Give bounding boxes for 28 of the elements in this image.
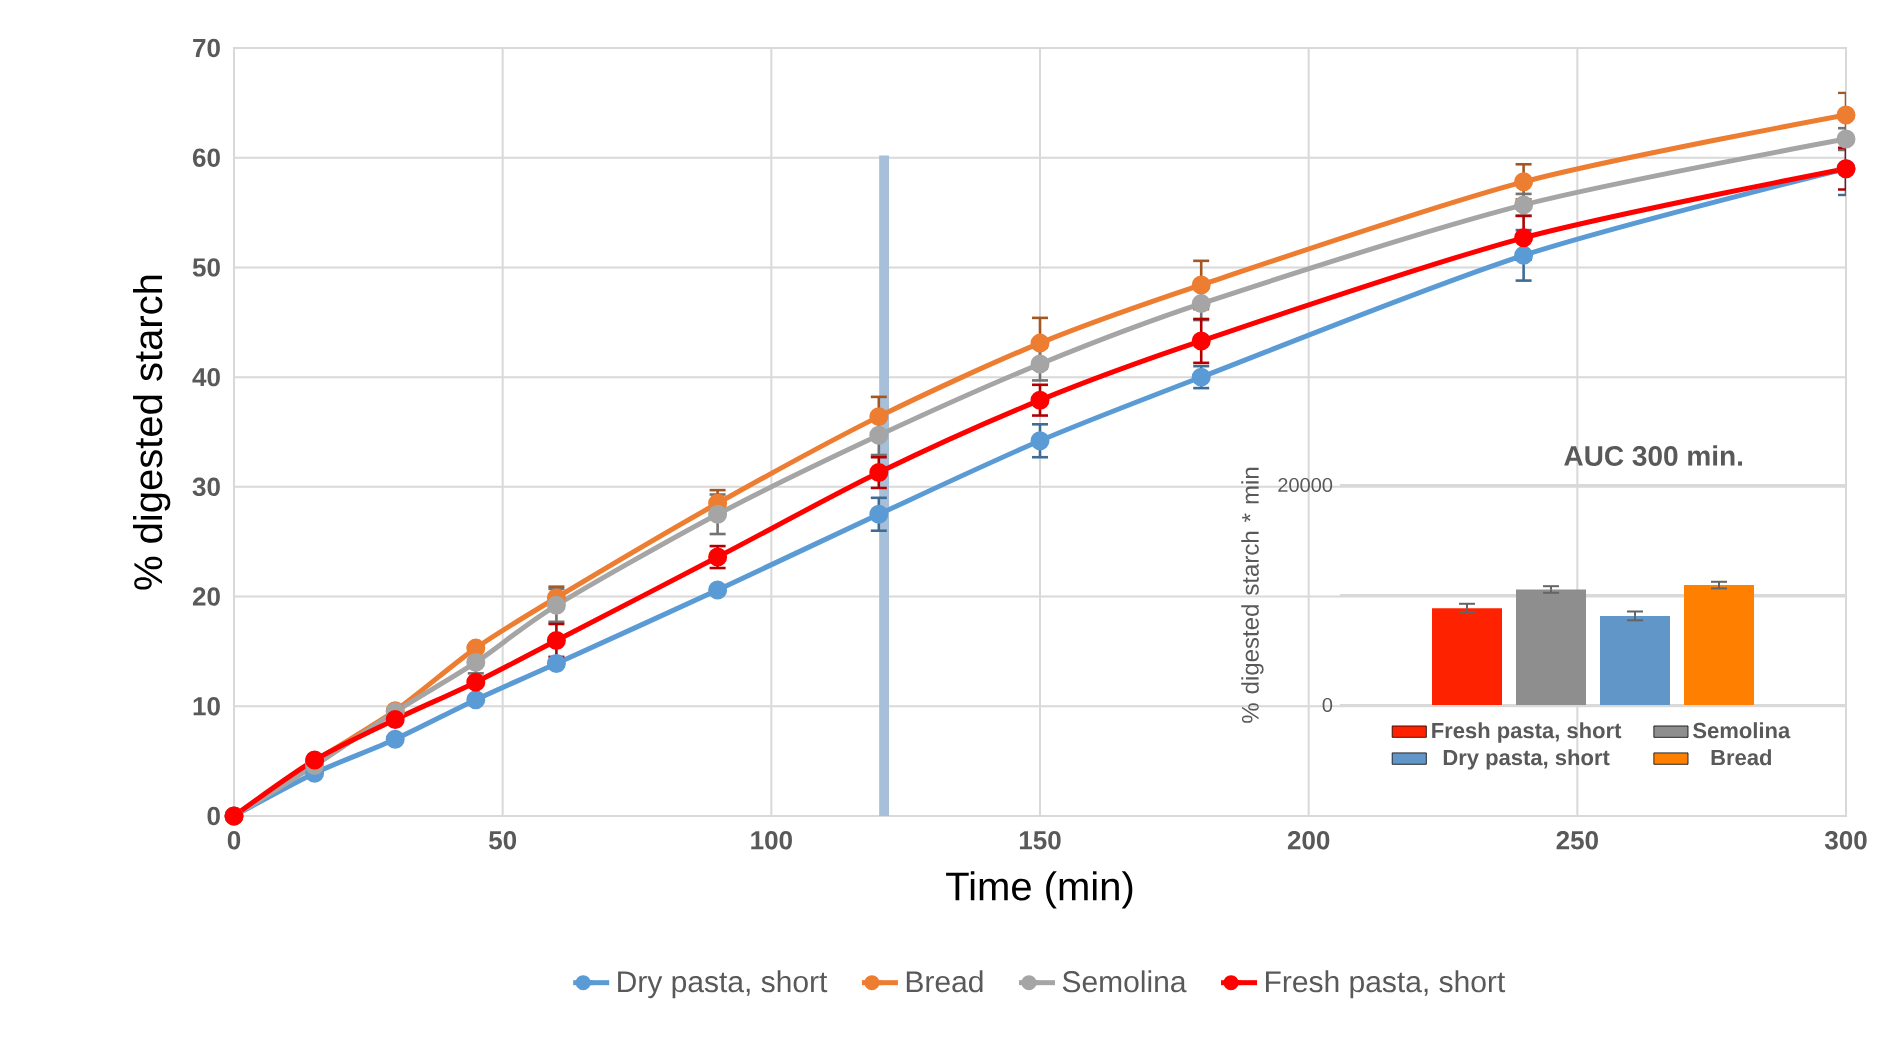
y-tick-label: 0 bbox=[207, 806, 220, 826]
legend-label: Fresh pasta, short bbox=[1432, 722, 1622, 743]
y-tick-label: 50 bbox=[192, 258, 220, 277]
chart-title: AUC 300 min. bbox=[1564, 445, 1743, 466]
y-tick-label: 70 bbox=[193, 38, 220, 58]
x-tick-label: 300 bbox=[1824, 831, 1867, 850]
x-tick-label: 50 bbox=[489, 831, 517, 850]
legend-label: Dry pasta, short bbox=[1443, 749, 1610, 770]
legend-label: Fresh pasta, short bbox=[1265, 970, 1506, 999]
y-tick-label: 60 bbox=[192, 148, 220, 167]
y-tick-label: 20000 bbox=[1278, 477, 1333, 493]
x-tick-label: 200 bbox=[1287, 831, 1330, 850]
legend-label: Semolina bbox=[1693, 722, 1791, 739]
legend-label: Dry pasta, short bbox=[618, 970, 828, 999]
y-axis-title: % digested starch * min bbox=[1241, 467, 1264, 723]
y-tick-label: 20 bbox=[192, 587, 220, 606]
y-axis-title: % digested starch bbox=[133, 275, 171, 590]
x-tick-label: 100 bbox=[751, 831, 792, 850]
x-tick-label: 250 bbox=[1556, 831, 1598, 850]
legend-label: Semolina bbox=[1062, 970, 1187, 993]
x-axis-title: Time (min) bbox=[946, 871, 1133, 909]
x-tick-label: 0 bbox=[227, 831, 241, 850]
legend-label: Bread bbox=[906, 970, 983, 993]
y-tick-label: 30 bbox=[192, 477, 220, 497]
legend-label: Bread bbox=[1711, 749, 1772, 766]
y-tick-label: 10 bbox=[193, 697, 220, 716]
x-tick-label: 150 bbox=[1019, 831, 1061, 850]
y-tick-label: 40 bbox=[192, 367, 220, 387]
